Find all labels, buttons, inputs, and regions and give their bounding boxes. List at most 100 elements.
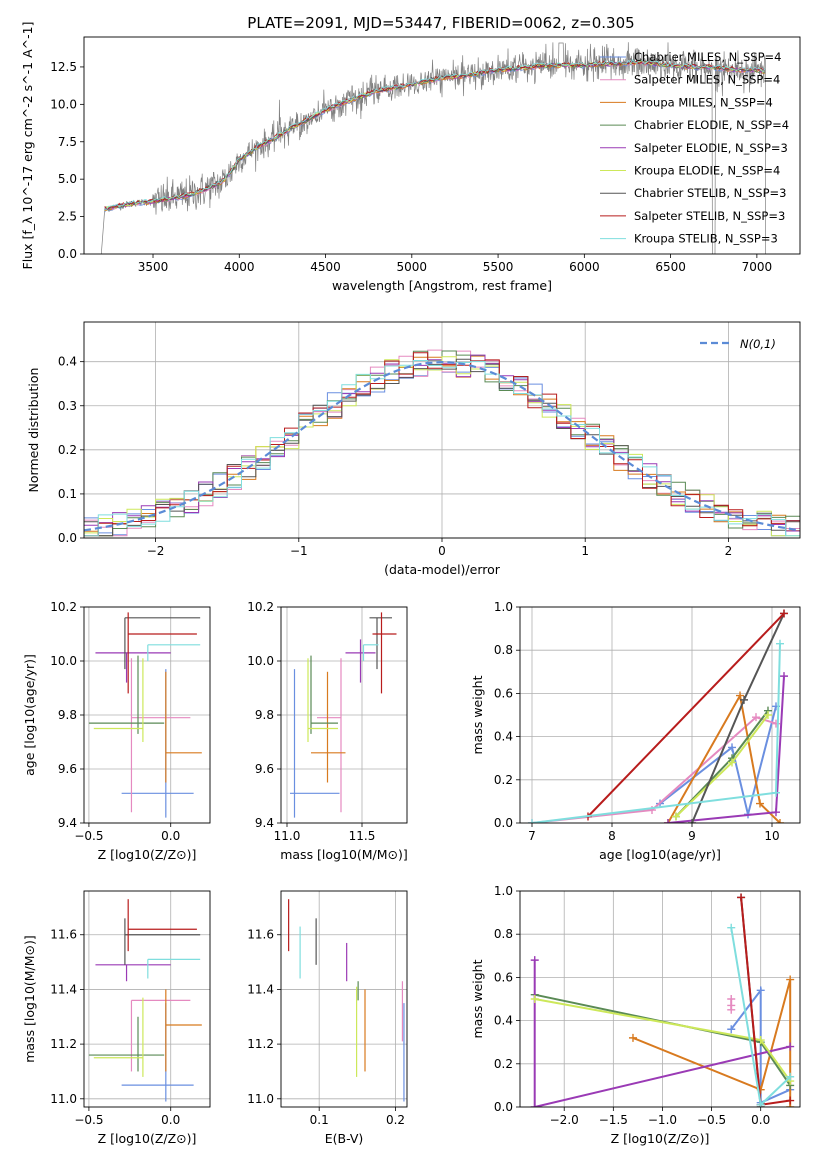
age_vs_Z-point-0 <box>121 669 194 818</box>
weight_vs_age-xtick-label-0: 7 <box>528 829 536 843</box>
age_vs_mass-point-3 <box>310 655 338 734</box>
weight_vs_age-marker-5-2 <box>764 711 772 719</box>
spectrum-legend-label-6: Chabrier STELIB, N_SSP=3 <box>634 186 786 200</box>
mass_vs_Z-xtick-label-1: 0.0 <box>161 1113 180 1127</box>
spectrum-ytick-label-4: 10.0 <box>50 97 77 111</box>
mass_vs_ebv-xtick-label-0: 0.1 <box>310 1113 329 1127</box>
residuals-ylabel: Normed distribution <box>26 368 41 493</box>
spectrum-plot-area <box>100 42 766 254</box>
mass_vs_Z-point-7 <box>127 899 197 952</box>
residuals-panel: −2 −1 0 1 2 0.0 0.1 0.2 0.3 0.4 (data-model)/error… <box>26 321 801 577</box>
residuals-xtick-label-1: −1 <box>290 544 308 558</box>
weight_vs_age-marker-2-1 <box>736 691 744 700</box>
age_vs_mass-point-6 <box>369 617 392 670</box>
weight_vs_Z-ytick-label-0: 0.0 <box>494 1100 513 1114</box>
weight_vs_Z-marker-7-0 <box>737 893 746 902</box>
age_vs_mass-point-1 <box>317 658 342 813</box>
weight_vs_age-ytick-label-0: 0.0 <box>494 816 513 830</box>
age_vs_mass-ytick-label-2: 9.8 <box>255 708 274 722</box>
weight_vs_Z-xtick-label-4: 0.0 <box>751 1113 770 1127</box>
weight_vs_Z-frame <box>519 890 801 1108</box>
spectrum-xtick-label-6: 6500 <box>655 260 686 274</box>
spectrum-xtick-label-2: 4500 <box>310 260 341 274</box>
weight_vs_age-series-0 <box>659 706 777 815</box>
mass_vs_Z-ytick-label-2: 11.4 <box>50 982 77 996</box>
age_vs_Z-ytick-label-0: 9.4 <box>58 816 77 830</box>
spectrum-legend-label-0: Chabrier MILES, N_SSP=4 <box>634 50 781 64</box>
age_vs_Z-panel: −0.5 0.0 9.4 9.6 9.8 10.0 10.2 Z [log10(Z/Z⊙)] a… <box>22 600 211 862</box>
weight_vs_Z-marker-4-2 <box>786 1042 795 1051</box>
weight_vs_Z-xtick-label-3: −0.5 <box>697 1113 726 1127</box>
spectrum-xtick-label-7: 7000 <box>742 260 773 274</box>
residual-legend-label: N(0,1) <box>740 337 776 351</box>
weight_vs_age-marker-2-3 <box>776 819 784 823</box>
weight_vs_Z-marker-2-0 <box>628 1033 637 1042</box>
mass_vs_Z-point-0 <box>121 1003 194 1102</box>
figure-title: PLATE=2091, MJD=53447, FIBERID=0062, z=0… <box>247 14 634 32</box>
residuals-frame <box>83 321 801 539</box>
residuals-xtick-label-4: 2 <box>725 544 733 558</box>
age_vs_Z-point-4 <box>95 652 171 683</box>
mass_vs_Z-xtick-label-0: −0.5 <box>74 1113 103 1127</box>
mass_vs_ebv-ytick-label-1: 11.2 <box>247 1037 274 1051</box>
weight_vs_Z-marker-2-2 <box>786 975 795 984</box>
spectrum-xtick-label-0: 3500 <box>138 260 169 274</box>
spectrum-ytick-label-0: 0.0 <box>58 247 77 261</box>
mass_vs_Z-plot-area <box>88 899 202 1102</box>
weight_vs_Z-marker-8-2 <box>786 1072 795 1081</box>
weight_vs_Z-marker-4-0 <box>530 956 539 965</box>
age_vs_Z-point-7 <box>127 612 197 694</box>
weight_vs_Z-marker-7-2 <box>786 1096 795 1105</box>
spectrum-legend-label-2: Kroupa MILES, N_SSP=4 <box>634 95 773 109</box>
mass_vs_ebv-frame <box>280 890 408 1108</box>
weight_vs_age-ylabel: mass weight <box>470 675 485 754</box>
age_vs_mass-ytick-label-3: 10.0 <box>247 654 274 668</box>
age_vs_mass-point-5 <box>307 658 338 742</box>
mass_vs_ebv-plot-area <box>288 899 405 1102</box>
residuals-ytick-label-4: 0.4 <box>58 355 77 369</box>
age_vs_Z-xtick-label-1: 0.0 <box>161 829 180 843</box>
spectrum-frame <box>83 36 801 255</box>
spectrum-legend-label-3: Chabrier ELODIE, N_SSP=4 <box>634 118 789 132</box>
mass_vs_Z-xlabel: Z [log10(Z/Z⊙)] <box>98 1131 197 1146</box>
mass_vs_Z-frame <box>83 890 211 1108</box>
mass_vs_Z-point-2 <box>165 989 202 1072</box>
age_vs_mass-point-0 <box>290 669 340 818</box>
age_vs_Z-point-2 <box>165 671 202 783</box>
weight_vs_Z-ytick-label-4: 0.8 <box>494 927 513 941</box>
age_vs_mass-point-2 <box>311 671 346 783</box>
residuals-plot-area <box>84 349 800 537</box>
weight_vs_age-series-6 <box>691 613 785 823</box>
mass_vs_ebv-xtick-label-1: 0.2 <box>386 1113 405 1127</box>
weight_vs_age-plot-area <box>528 609 788 823</box>
spectrum-legend-label-4: Salpeter ELODIE, N_SSP=3 <box>634 141 788 155</box>
weight_vs_age-marker-5-0 <box>672 812 680 821</box>
age_vs_mass-point-7 <box>372 612 397 694</box>
weight_vs_Z-ytick-label-5: 1.0 <box>494 884 513 898</box>
weight_vs_Z-marker-0-0 <box>727 1025 736 1034</box>
mass_vs_ebv-ytick-label-0: 11.0 <box>247 1092 274 1106</box>
age_vs_mass-frame <box>280 606 408 824</box>
age_vs_Z-ytick-label-3: 10.0 <box>50 654 77 668</box>
spectrum-model-line-8 <box>104 59 766 210</box>
weight_vs_Z-xtick-label-0: −2.0 <box>550 1113 579 1127</box>
age_vs_Z-ytick-label-2: 9.8 <box>58 708 77 722</box>
age_vs_Z-point-6 <box>124 617 201 670</box>
spectrum-model-line-7 <box>104 60 766 210</box>
weight_vs_Z-marker-8-1 <box>756 1100 765 1107</box>
residuals-xtick-label-0: −2 <box>147 544 165 558</box>
residual-histogram-8 <box>84 360 800 537</box>
mass_vs_ebv-ytick-label-3: 11.6 <box>247 928 274 942</box>
spectrum-legend-label-8: Kroupa STELIB, N_SSP=3 <box>634 232 778 246</box>
spectrum-ytick-label-2: 5.0 <box>58 172 77 186</box>
weight_vs_age-marker-1-2 <box>752 713 760 722</box>
mass_vs_Z-point-6 <box>124 918 201 965</box>
spectrum-legend-label-5: Kroupa ELODIE, N_SSP=4 <box>634 164 780 178</box>
residuals-ytick-label-0: 0.0 <box>58 531 77 545</box>
spectrum-legend: Chabrier MILES, N_SSP=4 Salpeter MILES, N… <box>600 50 789 246</box>
age_vs_Z-plot-area <box>88 612 202 818</box>
weight_vs_Z-marker-5-0 <box>530 995 539 1003</box>
spectrum-legend-label-1: Salpeter MILES, N_SSP=4 <box>634 73 780 87</box>
weight_vs_age-series-8 <box>531 643 781 823</box>
